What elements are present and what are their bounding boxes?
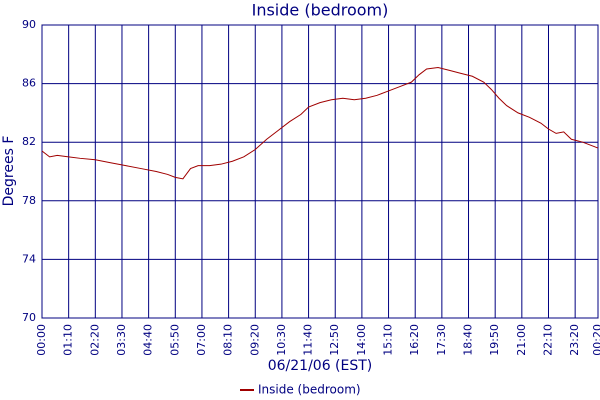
y-tick-label: 90 xyxy=(22,18,36,31)
x-tick-label: 15:10 xyxy=(382,324,395,356)
y-tick-label: 70 xyxy=(22,311,36,324)
x-tick-label: 07:00 xyxy=(195,324,208,356)
chart-title: Inside (bedroom) xyxy=(252,1,389,20)
x-tick-label: 08:10 xyxy=(222,324,235,356)
x-tick-label: 17:30 xyxy=(435,324,448,356)
legend-label: Inside (bedroom) xyxy=(258,383,361,397)
x-tick-label: 09:20 xyxy=(248,324,261,356)
plot-area xyxy=(41,24,599,319)
x-tick-label: 16:20 xyxy=(408,324,421,356)
x-tick-label: 00:20 xyxy=(591,324,600,356)
x-tick-label: 12:50 xyxy=(328,324,341,356)
x-axis-label: 06/21/06 (EST) xyxy=(268,358,373,374)
x-tick-label: 10:30 xyxy=(275,324,288,356)
x-tick-label: 22:10 xyxy=(541,324,554,356)
x-tick-label: 18:40 xyxy=(462,324,475,356)
x-tick-label: 23:20 xyxy=(568,324,581,356)
y-axis-label: Degrees F xyxy=(1,136,17,207)
line xyxy=(41,66,599,180)
x-tick-label: 00:00 xyxy=(35,324,48,356)
x-tick-label: 01:10 xyxy=(62,324,75,356)
x-tick-label: 14:00 xyxy=(355,324,368,356)
x-tick-label: 05:50 xyxy=(168,324,181,356)
x-tick-label: 11:40 xyxy=(302,324,315,356)
y-tick-label: 74 xyxy=(22,252,36,265)
x-tick-label: 19:50 xyxy=(488,324,501,356)
x-tick-label: 21:00 xyxy=(515,324,528,356)
x-tick-label: 02:20 xyxy=(88,324,101,356)
y-tick-label: 78 xyxy=(22,194,36,207)
y-tick-label: 82 xyxy=(22,135,36,148)
x-tick-label: 03:30 xyxy=(115,324,128,356)
y-tick-label: 86 xyxy=(22,77,36,90)
x-tick-label: 04:40 xyxy=(142,324,155,356)
